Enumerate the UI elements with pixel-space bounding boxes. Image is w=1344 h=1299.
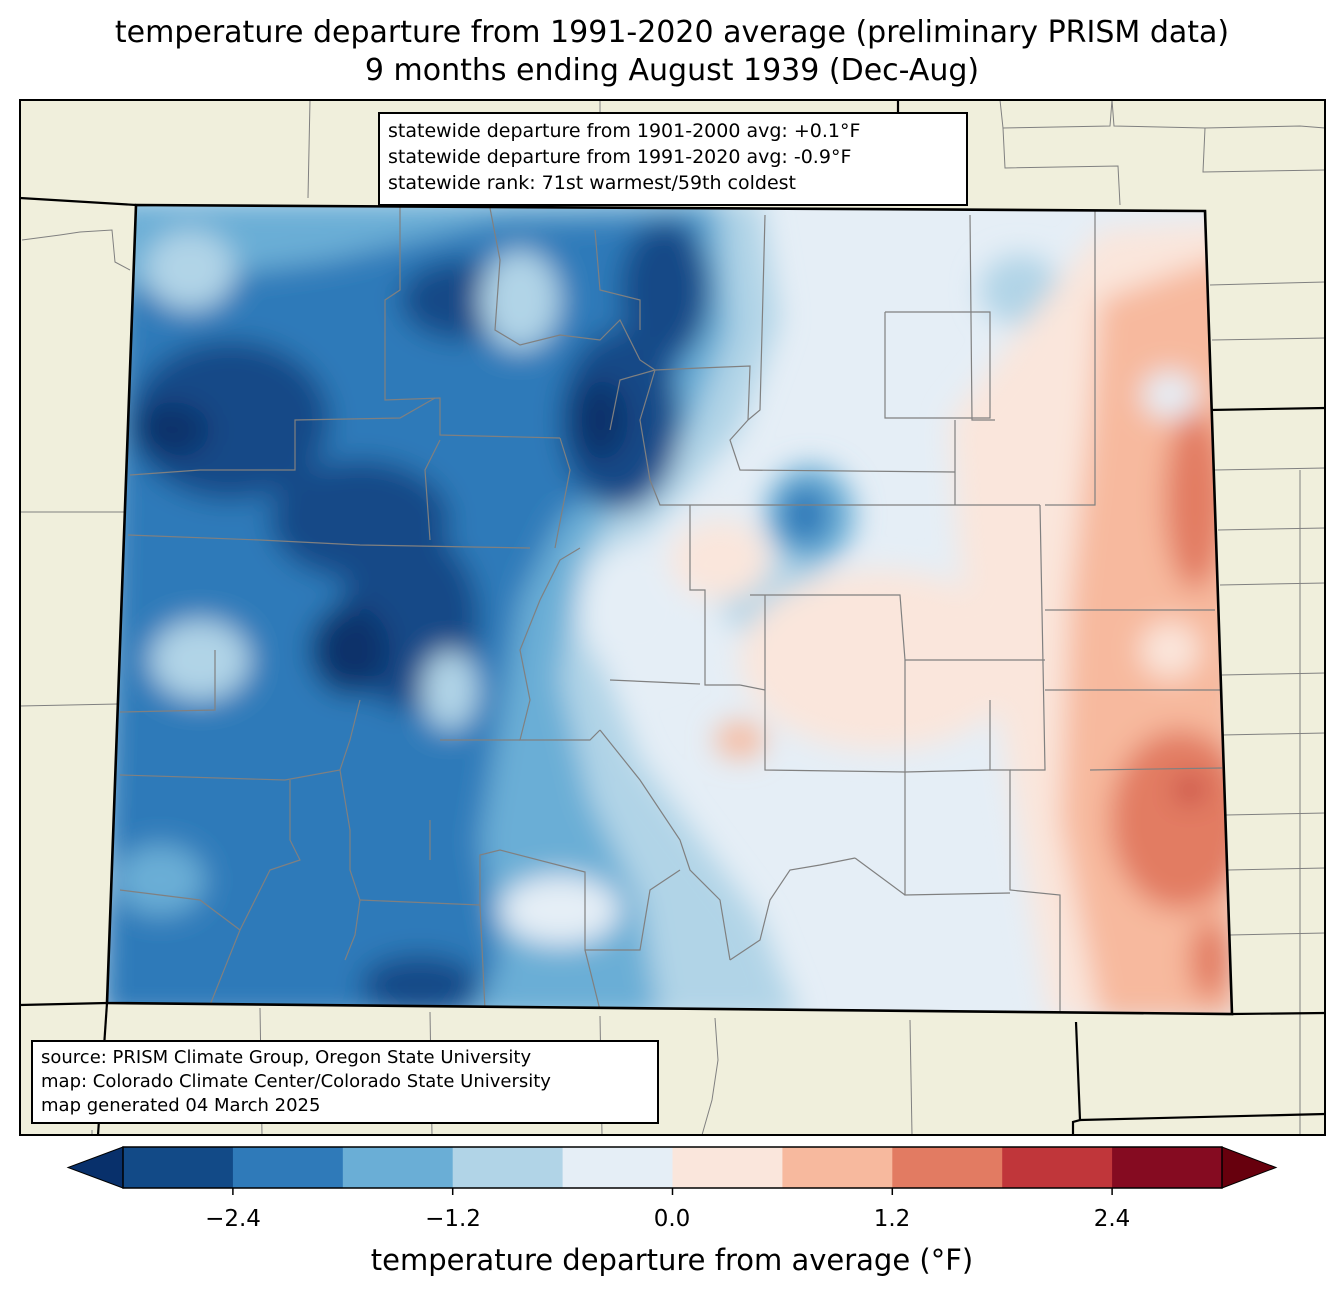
colorbar xyxy=(66,1146,1278,1195)
colorbar-label: temperature departure from average (°F) xyxy=(370,1243,974,1277)
map-title: temperature departure from 1991-2020 ave… xyxy=(0,14,1344,90)
colorbar-tick-label: 2.4 xyxy=(1093,1206,1131,1232)
colorbar-bin xyxy=(782,1147,893,1188)
temperature-field xyxy=(107,205,1232,1014)
statewide-stats-box: statewide departure from 1901-2000 avg: … xyxy=(378,112,968,206)
colorbar-tick-label: 1.2 xyxy=(873,1206,911,1232)
colorbar-bin xyxy=(342,1147,454,1188)
colorbar-tick-label: −2.4 xyxy=(205,1206,261,1232)
county-lines xyxy=(119,205,1223,1014)
colorbar-bin xyxy=(672,1147,783,1188)
source-line-2: map: Colorado Climate Center/Colorado St… xyxy=(41,1071,551,1092)
colorbar-tick-label: 0.0 xyxy=(653,1206,691,1232)
colorbar-bin xyxy=(123,1147,234,1188)
stats-line-1: statewide departure from 1901-2000 avg: … xyxy=(388,120,861,142)
title-line-2: 9 months ending August 1939 (Dec-Aug) xyxy=(364,53,980,88)
title-line-1: temperature departure from 1991-2020 ave… xyxy=(114,15,1230,50)
colorbar-bin xyxy=(1002,1147,1113,1188)
colorado-border xyxy=(105,203,1234,1016)
colorbar-bin xyxy=(232,1147,344,1188)
source-box: source: PRISM Climate Group, Oregon Stat… xyxy=(31,1040,659,1124)
stats-line-3: statewide rank: 71st warmest/59th coldes… xyxy=(388,172,797,194)
colorbar-bin xyxy=(562,1147,673,1188)
source-line-1: source: PRISM Climate Group, Oregon Stat… xyxy=(41,1047,532,1068)
colorbar-bin xyxy=(892,1147,1003,1188)
colorbar-tick-label: −1.2 xyxy=(425,1206,481,1232)
source-line-3: map generated 04 March 2025 xyxy=(41,1095,321,1116)
stats-line-2: statewide departure from 1991-2020 avg: … xyxy=(388,146,852,168)
colorbar-extend-high xyxy=(1221,1146,1278,1189)
colorbar-bin xyxy=(1112,1147,1223,1188)
colorbar-bin xyxy=(452,1147,564,1188)
neighbor-county-lines xyxy=(19,99,1326,1136)
colorbar-extend-low xyxy=(66,1146,124,1189)
